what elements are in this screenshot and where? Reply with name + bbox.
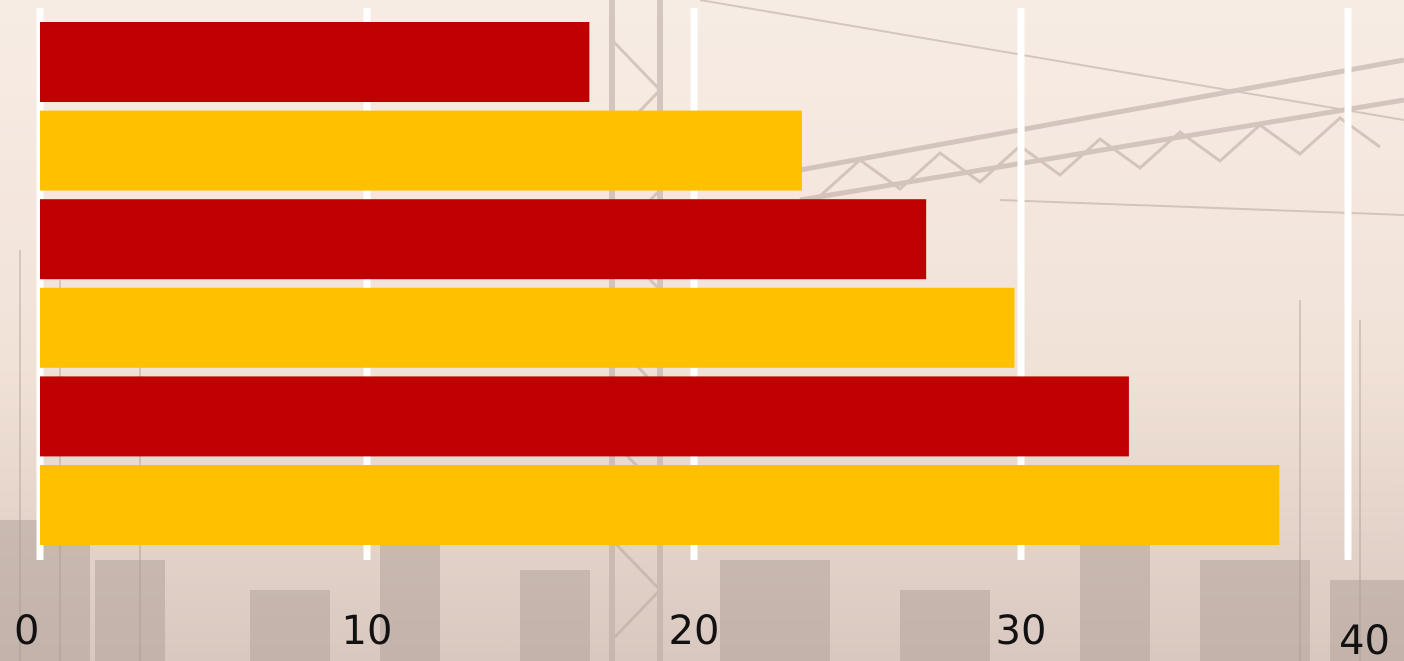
bars: [40, 22, 1280, 545]
bar-1: [40, 22, 590, 102]
x-axis-tick-labels: 0 10 20 30 40: [14, 608, 1390, 661]
bar-5: [40, 376, 1129, 457]
bar-6: [40, 465, 1280, 545]
x-tick-label-30: 30: [996, 608, 1047, 654]
bar-3: [40, 199, 927, 280]
x-tick-label-10: 10: [342, 608, 393, 654]
x-tick-label-20: 20: [669, 608, 720, 654]
x-tick-label-40: 40: [1339, 618, 1390, 661]
x-tick-label-0: 0: [14, 608, 39, 654]
building-silhouettes: [0, 520, 1404, 661]
bar-4: [40, 287, 1015, 368]
bar-2: [40, 110, 802, 191]
